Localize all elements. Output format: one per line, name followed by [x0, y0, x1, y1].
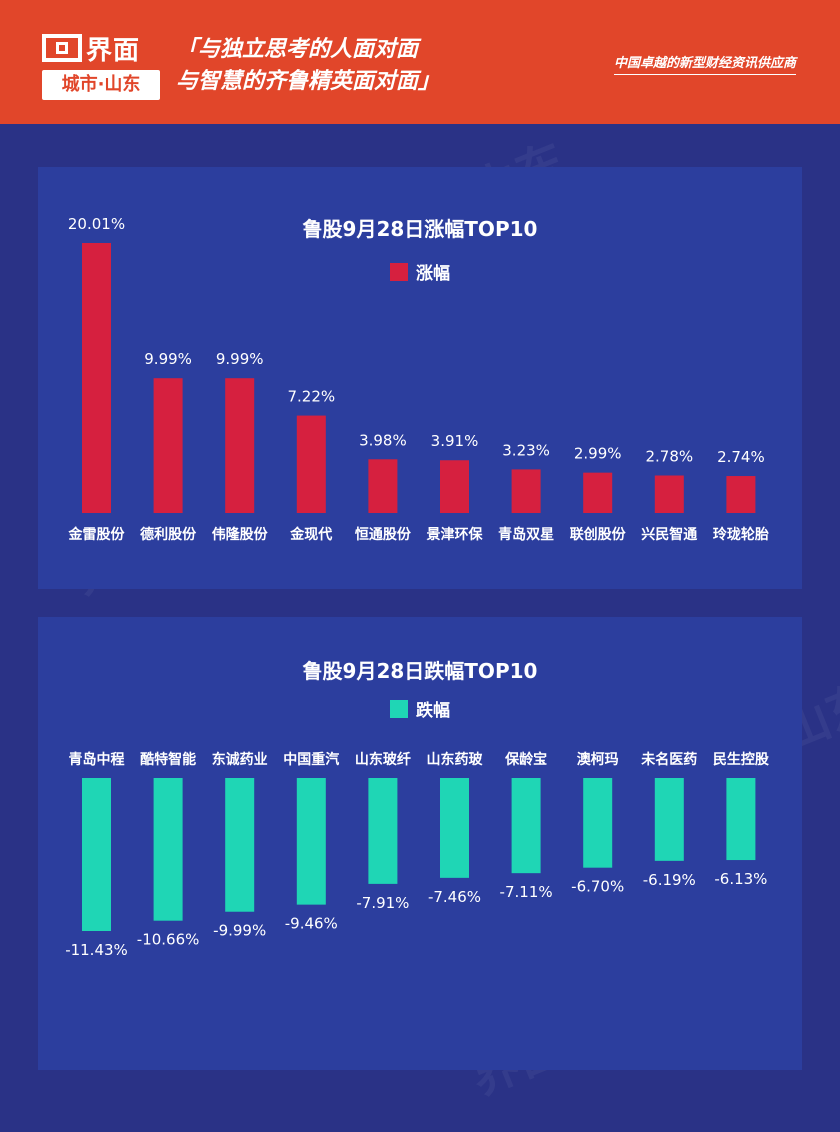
gainers-chart-title: 鲁股9月28日涨幅TOP10	[302, 217, 538, 241]
category-label: 兴民智通	[641, 526, 697, 543]
bar	[82, 778, 111, 931]
category-label: 青岛中程	[69, 751, 125, 768]
bar	[726, 778, 756, 861]
slogan-line-2: 与智慧的齐鲁精英面对面」	[176, 69, 441, 94]
category-label: 金雷股份	[68, 526, 126, 543]
category-label: 景津环保	[427, 526, 484, 543]
data-label: 3.98%	[359, 431, 407, 449]
gainers-chart-panel: 鲁股9月28日涨幅TOP10 涨幅 20.01% 金雷股份 9.99% 德利股份 9.9…	[38, 167, 802, 589]
bar	[153, 378, 183, 513]
losers-chart-panel: 鲁股9月28日跌幅TOP10 跌幅 青岛中程 -11.43% 酷特智能 -10.66%…	[38, 617, 802, 1070]
data-label: 2.74%	[717, 448, 765, 466]
bar	[583, 472, 613, 513]
category-label: 山东药玻	[427, 751, 484, 768]
data-label: 9.99%	[216, 350, 264, 368]
bar	[440, 460, 469, 513]
logo-city: 城市·山东	[42, 70, 160, 100]
gainers-legend: 涨幅	[38, 259, 802, 284]
gainers-legend-label: 涨幅	[416, 264, 450, 284]
bar	[511, 778, 541, 874]
category-label: 玲珑轮胎	[713, 526, 769, 543]
data-label: -6.13%	[714, 870, 767, 888]
data-label: 3.91%	[431, 432, 479, 450]
category-label: 德利股份	[140, 526, 197, 543]
category-label: 保龄宝	[504, 751, 547, 768]
data-label: 20.01%	[68, 215, 125, 233]
bar	[440, 778, 469, 878]
category-label: 金现代	[289, 526, 332, 543]
bar	[511, 469, 541, 513]
slogan-line-1: 「与独立思考的人面对面	[176, 37, 419, 62]
category-label: 澳柯玛	[577, 751, 619, 768]
losers-legend-swatch	[390, 699, 408, 718]
bar	[153, 778, 183, 921]
data-label: -9.99%	[213, 922, 266, 940]
bar	[654, 475, 684, 513]
data-label: -9.46%	[285, 915, 338, 933]
brand-logo: 界面 城市·山东	[42, 30, 160, 100]
category-label: 民生控股	[713, 751, 770, 768]
data-label: -7.91%	[356, 894, 409, 912]
losers-bar-chart: 青岛中程 -11.43% 酷特智能 -10.66% 东诚药业 -9.99% 中国重汽 -9.4…	[65, 751, 770, 959]
bar	[82, 243, 111, 513]
category-label: 联创股份	[570, 526, 627, 543]
bar	[296, 778, 326, 905]
bar	[583, 778, 613, 868]
bar	[296, 415, 326, 513]
category-label: 酷特智能	[140, 751, 196, 768]
data-label: -10.66%	[137, 931, 200, 949]
bar	[225, 778, 255, 912]
data-label: -6.70%	[571, 878, 624, 896]
bar	[368, 778, 398, 884]
category-label: 山东玻纤	[355, 751, 411, 768]
header-banner: 界面 城市·山东 「与独立思考的人面对面 与智慧的齐鲁精英面对面」 中国卓越的新…	[0, 0, 840, 124]
data-label: 7.22%	[287, 388, 335, 406]
category-label: 未名医药	[641, 751, 697, 768]
category-label: 东诚药业	[212, 751, 268, 768]
gainers-bar-chart: 20.01% 金雷股份 9.99% 德利股份 9.99% 伟隆股份 7.22% 金现代 3.98…	[68, 215, 769, 543]
tagline: 中国卓越的新型财经资讯供应商	[613, 52, 796, 75]
category-label: 恒通股份	[355, 526, 412, 543]
category-label: 青岛双星	[498, 526, 554, 543]
data-label: 3.23%	[502, 441, 550, 459]
bar	[368, 459, 398, 513]
logo-mark-icon	[42, 34, 82, 62]
data-label: -7.11%	[500, 883, 553, 901]
slogan: 「与独立思考的人面对面 与智慧的齐鲁精英面对面」	[176, 34, 440, 98]
gainers-legend-swatch	[390, 262, 408, 281]
data-label: -7.46%	[428, 888, 481, 906]
losers-legend: 跌幅	[38, 696, 802, 721]
logo-name: 界面	[86, 35, 141, 66]
bar	[726, 476, 756, 513]
data-label: 2.78%	[645, 447, 693, 465]
data-label: 2.99%	[574, 445, 622, 463]
category-label: 伟隆股份	[212, 526, 269, 543]
data-label: 9.99%	[144, 350, 192, 368]
losers-chart-title: 鲁股9月28日跌幅TOP10	[302, 659, 538, 683]
category-label: 中国重汽	[283, 751, 339, 768]
bar	[654, 778, 684, 861]
data-label: -11.43%	[65, 941, 128, 959]
data-label: -6.19%	[643, 871, 696, 889]
bar	[225, 378, 255, 513]
logo-top: 界面	[42, 30, 160, 66]
losers-legend-label: 跌幅	[416, 701, 450, 721]
